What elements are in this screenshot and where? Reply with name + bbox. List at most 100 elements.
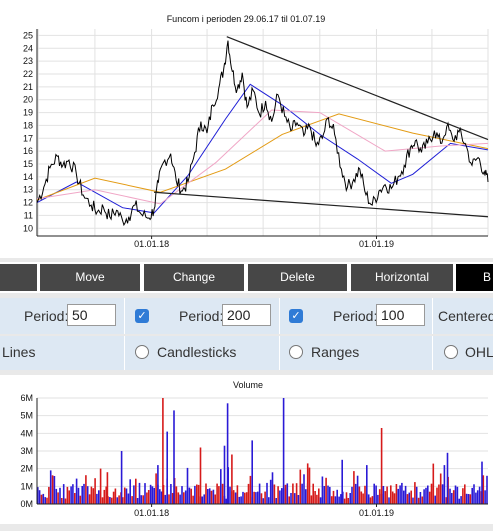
volume-chart-panel: Volume 0M 1M 2M 3M 4M 5M 6M 01.01.18 01.01.19: [0, 375, 493, 524]
volume-bar: [358, 486, 361, 504]
volume-bar: [142, 495, 144, 504]
volume-bar: [127, 493, 130, 504]
volume-chart: Volume 0M 1M 2M 3M 4M 5M 6M 01.01.18 01.01.19: [20, 380, 488, 518]
volume-spike-bar: [223, 445, 226, 504]
volume-bar: [88, 494, 91, 504]
volume-bar: [293, 493, 296, 504]
period-label-1: Period:: [24, 308, 69, 324]
volume-bar: [48, 486, 50, 504]
volume-bar: [155, 473, 157, 504]
volume-bar: [475, 492, 477, 504]
price-y-tick-label: 21: [23, 82, 33, 92]
volume-bar: [234, 492, 237, 504]
horizontal-button[interactable]: Horizontal: [351, 264, 453, 291]
volume-spike-bar: [380, 428, 383, 504]
toolbar-button-left[interactable]: [0, 264, 37, 291]
volume-bar: [44, 497, 46, 504]
b-button[interactable]: B: [456, 264, 493, 291]
price-x-tick-label: 01.01.19: [359, 239, 394, 249]
ranges-radio[interactable]: [289, 345, 303, 359]
price-y-tick-label: 22: [23, 69, 33, 79]
volume-bar: [354, 483, 357, 504]
volume-bar: [268, 497, 270, 504]
volume-bar: [131, 496, 133, 504]
period-input-1[interactable]: 50: [67, 304, 116, 326]
volume-bar: [451, 493, 453, 504]
volume-bar: [386, 486, 388, 504]
change-button[interactable]: Change: [144, 264, 244, 291]
volume-bar: [441, 484, 444, 504]
volume-bar: [439, 473, 442, 504]
volume-bar: [96, 493, 98, 504]
volume-bar: [375, 485, 377, 504]
volume-bar: [164, 494, 167, 504]
volume-bar: [77, 487, 80, 504]
price-y-tick-label: 25: [23, 30, 33, 40]
volume-bar: [110, 497, 113, 504]
volume-bar: [264, 491, 266, 504]
volume-bar: [266, 482, 268, 504]
volume-bar: [436, 487, 438, 504]
volume-bar: [190, 488, 192, 504]
volume-bar: [207, 489, 209, 504]
volume-spike-bar: [162, 398, 164, 504]
candlesticks-radio[interactable]: [135, 345, 149, 359]
volume-bar: [244, 492, 246, 504]
volume-bar: [260, 493, 263, 504]
price-y-tick-label: 23: [23, 56, 33, 66]
volume-bar: [218, 486, 220, 504]
move-button[interactable]: Move: [40, 264, 140, 291]
volume-bar: [105, 486, 107, 504]
price-y-tick-label: 12: [23, 198, 33, 208]
volume-bar: [308, 467, 311, 504]
volume-bar: [170, 484, 172, 504]
volume-bar: [288, 496, 290, 504]
volume-bar: [138, 482, 141, 504]
period-label-2: Period:: [179, 308, 224, 324]
volume-bar: [38, 490, 41, 504]
volume-bar: [281, 488, 283, 504]
moving-average-200: [36, 113, 489, 201]
lines-option-label[interactable]: Lines: [2, 344, 36, 360]
volume-bar: [159, 489, 161, 504]
volume-bar: [101, 497, 104, 504]
price-x-tick-label: 01.01.18: [134, 239, 169, 249]
delete-button[interactable]: Delete: [248, 264, 347, 291]
volume-bar: [367, 494, 370, 504]
volume-bar: [430, 483, 433, 504]
volume-bar: [340, 494, 342, 504]
volume-bar: [454, 485, 457, 504]
volume-spike-bar: [341, 459, 343, 504]
volume-bar: [460, 496, 462, 504]
volume-spike-bar: [199, 447, 202, 504]
period-label-3: Period:: [333, 308, 378, 324]
volume-bar: [329, 486, 331, 504]
volume-bar: [236, 485, 239, 504]
period-input-2[interactable]: 200: [222, 304, 271, 326]
volume-bar: [327, 485, 329, 504]
volume-bar: [116, 497, 119, 504]
volume-bar: [452, 490, 455, 504]
volume-bar: [109, 497, 111, 504]
volume-bar: [395, 484, 398, 504]
volume-bar: [353, 471, 355, 504]
volume-bar: [299, 469, 302, 504]
ma-checkbox-2[interactable]: ✓: [135, 309, 149, 323]
volume-bar: [393, 493, 396, 504]
volume-bar: [245, 492, 248, 504]
volume-bar: [319, 497, 322, 504]
ohlc-radio[interactable]: [444, 345, 458, 359]
candlesticks-label[interactable]: Candlesticks: [157, 344, 237, 360]
volume-bar: [66, 486, 69, 504]
volume-bar: [74, 493, 76, 504]
price-y-tick-label: 17: [23, 133, 33, 143]
period-input-3[interactable]: 100: [376, 304, 425, 326]
volume-bar: [75, 478, 78, 504]
volume-bar: [221, 483, 224, 504]
volume-y-tick-label: 4M: [20, 428, 33, 438]
volume-bar: [232, 490, 235, 504]
ranges-label[interactable]: Ranges: [311, 344, 360, 360]
volume-bar: [369, 497, 372, 504]
ohlc-label[interactable]: OHLC: [465, 344, 493, 360]
ma-checkbox-3[interactable]: ✓: [289, 309, 303, 323]
